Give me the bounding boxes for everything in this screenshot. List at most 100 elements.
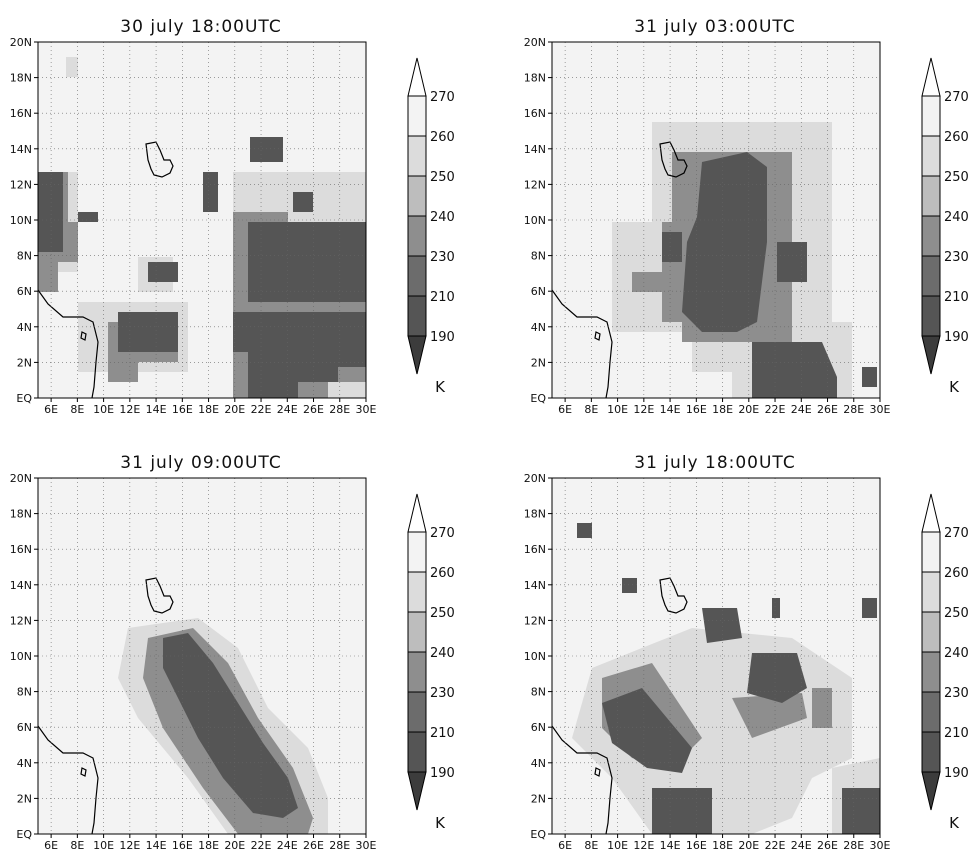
coastline: [551, 141, 688, 399]
colorbar-level-label: 240: [430, 210, 455, 225]
colorbar-level-label: 190: [944, 330, 969, 345]
x-tick-label: 8E: [70, 403, 84, 416]
colorbar-unit: K: [435, 814, 446, 832]
y-tick-label: 8N: [531, 250, 546, 263]
x-tick-label: 28E: [843, 839, 864, 852]
y-tick-label: 2N: [17, 356, 32, 369]
y-tick-label: 12N: [524, 178, 546, 191]
colorbar-segment: [407, 215, 427, 257]
x-tick-label: 24E: [277, 403, 298, 416]
colorbar-level-label: 210: [944, 290, 969, 305]
x-tick-label: 22E: [765, 403, 786, 416]
colorbar-extend-top: [921, 493, 941, 533]
colorbar-segment: [921, 531, 941, 573]
y-tick-label: 20N: [10, 36, 32, 49]
y-tick-label: 6N: [531, 285, 546, 298]
panel-title: 31 july 18:00UTC: [634, 453, 795, 473]
y-tick-label: 4N: [531, 757, 546, 770]
x-tick-label: 12E: [633, 403, 654, 416]
y-axis-ticks: EQ 2N 4N 6N 8N 10N 12N 14N 16N 18N 20N: [524, 472, 552, 841]
colorbar-segment: [921, 731, 941, 773]
colorbar-extend-top: [407, 57, 427, 97]
coastline: [37, 141, 174, 399]
y-tick-label: 16N: [10, 107, 32, 120]
y-tick-label: 8N: [17, 686, 32, 699]
x-tick-label: 28E: [329, 403, 350, 416]
panel-2: 31 july 03:00UTC 6E 8E 10E 12E 14E 16E 18E 20E 2…: [524, 17, 891, 416]
x-tick-label: 20E: [738, 839, 759, 852]
y-tick-label: 16N: [524, 543, 546, 556]
brightness-temperature-field: [612, 122, 877, 398]
x-tick-label: 18E: [198, 839, 219, 852]
x-tick-label: 12E: [633, 839, 654, 852]
y-tick-label: EQ: [16, 392, 32, 405]
colorbar-extend-bottom: [407, 335, 427, 375]
colorbar-level-label: 230: [430, 686, 455, 701]
x-tick-label: 26E: [303, 403, 324, 416]
y-tick-label: EQ: [16, 828, 32, 841]
cloud-region-dark: [577, 523, 880, 834]
x-tick-label: 24E: [277, 839, 298, 852]
panel-1: 30 july 18:00UTC 6E 8E 10E 12E 14E 16E 18E 20E 2…: [10, 17, 377, 416]
colorbar-unit: K: [949, 814, 960, 832]
y-tick-label: 16N: [524, 107, 546, 120]
colorbar-level-label: 250: [944, 170, 969, 185]
x-tick-label: 30E: [870, 403, 891, 416]
panel-3: 31 july 09:00UTC 6E 8E 10E 12E 14E 16E 18E 20E 2…: [10, 453, 377, 852]
colorbar-segment: [921, 95, 941, 137]
y-tick-label: 8N: [531, 686, 546, 699]
colorbar-segment: [407, 255, 427, 297]
colorbar-level-label: 250: [944, 606, 969, 621]
panel-title: 31 july 03:00UTC: [634, 17, 795, 37]
brightness-temperature-field: [118, 618, 328, 834]
colorbar-level-label: 260: [430, 130, 455, 145]
colorbar-level-label: 210: [430, 726, 455, 741]
colorbar-level-label: 230: [430, 250, 455, 265]
colorbar-segment: [921, 611, 941, 653]
x-tick-label: 20E: [224, 403, 245, 416]
colorbar-level-label: 260: [944, 130, 969, 145]
y-axis-ticks: EQ 2N 4N 6N 8N 10N 12N 14N 16N 18N 20N: [10, 36, 38, 405]
y-tick-label: 8N: [17, 250, 32, 263]
x-tick-label: 26E: [817, 403, 838, 416]
x-tick-label: 24E: [791, 403, 812, 416]
x-tick-label: 14E: [660, 839, 681, 852]
colorbar-level-label: 190: [944, 766, 969, 781]
y-tick-label: 10N: [524, 214, 546, 227]
colorbar-segment: [407, 295, 427, 337]
panel-title: 30 july 18:00UTC: [120, 17, 281, 37]
y-tick-label: 20N: [10, 472, 32, 485]
brightness-temperature-field: [572, 523, 880, 834]
colorbar-extend-bottom: [921, 335, 941, 375]
x-tick-label: 8E: [584, 403, 598, 416]
y-tick-label: 14N: [524, 143, 546, 156]
x-tick-label: 20E: [224, 839, 245, 852]
x-tick-label: 16E: [686, 839, 707, 852]
colorbar-segment: [921, 651, 941, 693]
x-tick-label: 26E: [817, 839, 838, 852]
x-tick-label: 30E: [356, 839, 377, 852]
colorbar-extend-top: [921, 57, 941, 97]
colorbar-segment: [921, 255, 941, 297]
y-tick-label: 12N: [10, 178, 32, 191]
x-tick-label: 28E: [843, 403, 864, 416]
x-axis-ticks: 6E 8E 10E 12E 14E 16E 18E 20E 22E 24E 26E 28E 30E: [558, 398, 891, 416]
x-tick-label: 10E: [607, 403, 628, 416]
x-tick-label: 22E: [765, 839, 786, 852]
y-tick-label: EQ: [530, 392, 546, 405]
x-tick-label: 12E: [119, 839, 140, 852]
colorbar-level-label: 270: [430, 90, 455, 105]
colorbar-segment: [921, 295, 941, 337]
colorbar-level-label: 250: [430, 170, 455, 185]
x-tick-label: 10E: [607, 839, 628, 852]
y-tick-label: EQ: [530, 828, 546, 841]
colorbar-level-label: 270: [944, 526, 969, 541]
y-tick-label: 4N: [17, 321, 32, 334]
x-tick-label: 18E: [712, 839, 733, 852]
colorbar-unit: K: [435, 378, 446, 396]
y-tick-label: 18N: [10, 508, 32, 521]
colorbar-level-label: 240: [944, 646, 969, 661]
x-tick-label: 18E: [712, 403, 733, 416]
y-tick-label: 2N: [17, 792, 32, 805]
colorbar-segment: [407, 175, 427, 217]
